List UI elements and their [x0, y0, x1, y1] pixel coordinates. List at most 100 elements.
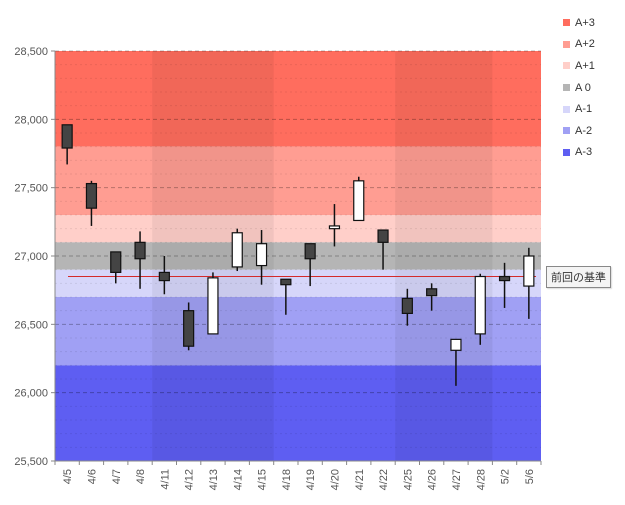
- x-tick-label: 4/6: [86, 469, 98, 484]
- candle: [353, 176, 365, 222]
- candle-body: [474, 275, 486, 335]
- y-tick-label: 27,500: [14, 183, 48, 195]
- week-shade-layer: [152, 51, 493, 461]
- x-tick-label: 4/19: [305, 469, 317, 490]
- candle: [85, 180, 98, 226]
- x-tick-label: 4/14: [232, 469, 244, 490]
- candle: [110, 251, 122, 284]
- band-layer: [55, 51, 541, 461]
- candle-body: [85, 182, 98, 209]
- legend-label: A 0: [575, 81, 591, 94]
- x-tick-label: 4/21: [354, 469, 366, 490]
- legend-label: A-2: [575, 124, 593, 137]
- legend-label: A-1: [575, 103, 593, 116]
- legend-label: A+2: [575, 38, 595, 51]
- legend-swatch: [563, 105, 570, 113]
- legend-swatch: [563, 19, 570, 27]
- candle-body: [450, 338, 462, 351]
- candle: [304, 243, 316, 287]
- band-Aminus3: [55, 365, 541, 461]
- candle-body: [183, 310, 195, 347]
- candle-body: [328, 225, 341, 230]
- legend-item: A-1: [563, 98, 595, 120]
- legend-item: A+2: [563, 34, 595, 56]
- candle-body: [353, 180, 365, 222]
- x-tick-label: 4/22: [378, 469, 390, 490]
- band-Aminus2: [55, 297, 541, 366]
- candle: [474, 273, 486, 345]
- candle-body: [426, 288, 438, 297]
- x-tick-label: 4/28: [475, 469, 487, 490]
- candle: [158, 256, 170, 295]
- candle: [280, 278, 292, 315]
- y-tick-label: 26,000: [14, 388, 48, 400]
- legend: A+3 A+2 A+1 A 0 A-1 A-2 A-3: [563, 12, 595, 163]
- legend-item: A-3: [563, 142, 595, 164]
- candle: [183, 302, 195, 351]
- candle: [134, 231, 146, 289]
- x-tick-label: 4/8: [135, 469, 147, 484]
- x-tick-label: 4/12: [184, 469, 196, 490]
- band-Aplus1: [55, 215, 541, 243]
- candle: [426, 283, 438, 311]
- candle: [255, 230, 268, 285]
- x-tick-label: 4/26: [427, 469, 439, 490]
- x-tick-label: 4/27: [451, 469, 463, 490]
- band-Aminus1: [55, 269, 541, 297]
- legend-swatch: [563, 40, 570, 48]
- candle-body: [304, 243, 316, 260]
- candle: [377, 229, 389, 270]
- candle-body: [207, 277, 219, 335]
- candle: [207, 272, 219, 335]
- x-tick-label: 4/7: [111, 469, 123, 484]
- week-shade: [152, 51, 274, 461]
- candle-body: [401, 297, 413, 315]
- legend-swatch: [563, 84, 570, 92]
- legend-label: A+3: [575, 16, 595, 29]
- legend-item: A-2: [563, 120, 595, 142]
- candle-body: [255, 243, 268, 267]
- x-tick-label: 4/5: [62, 469, 74, 484]
- candle-body: [498, 275, 511, 282]
- x-tick-label: 4/20: [329, 469, 341, 490]
- candle-body: [231, 232, 243, 268]
- candle: [523, 247, 535, 319]
- legend-label: A+1: [575, 59, 595, 72]
- x-tick-label: 4/25: [402, 469, 414, 490]
- x-axis-labels: 4/5 4/6 4/7 4/8 4/11 4/12 4/13 4/14 4/15 4/18 4/19…: [62, 469, 536, 490]
- legend-swatch: [563, 148, 570, 156]
- legend-item: A+3: [563, 12, 595, 34]
- candle: [61, 124, 73, 165]
- x-tick-label: 5/6: [524, 469, 536, 484]
- x-tick-label: 5/2: [500, 469, 512, 484]
- x-tick-label: 4/13: [208, 469, 220, 490]
- candle-body: [134, 241, 146, 260]
- candle: [401, 288, 413, 326]
- candle-body: [158, 271, 170, 282]
- x-tick-label: 4/18: [281, 469, 293, 490]
- band-Aplus3: [55, 51, 541, 147]
- candle-body: [110, 251, 122, 273]
- candle-layer: [61, 124, 535, 386]
- week-shade: [395, 51, 493, 461]
- y-tick-label: 27,000: [14, 251, 48, 263]
- axes-layer: [51, 50, 542, 465]
- x-tick-label: 4/11: [159, 469, 171, 490]
- candle-body: [377, 229, 389, 243]
- y-axis-labels: 25,500 26,000 26,500 27,000 27,500 28,000 28,5…: [14, 46, 48, 468]
- legend-item: A+1: [563, 55, 595, 77]
- band-Aplus2: [55, 146, 541, 215]
- candle: [450, 338, 462, 386]
- candle: [328, 204, 341, 247]
- candle-body: [523, 255, 535, 287]
- legend-swatch: [563, 127, 570, 135]
- candle: [498, 262, 511, 308]
- grid-layer: [55, 50, 541, 448]
- candle: [231, 228, 243, 272]
- y-tick-label: 25,500: [14, 456, 48, 468]
- y-tick-label: 28,000: [14, 114, 48, 126]
- y-tick-label: 28,500: [14, 46, 48, 58]
- reference-line-label: 前回の基準: [546, 266, 611, 288]
- candle-body: [280, 278, 292, 286]
